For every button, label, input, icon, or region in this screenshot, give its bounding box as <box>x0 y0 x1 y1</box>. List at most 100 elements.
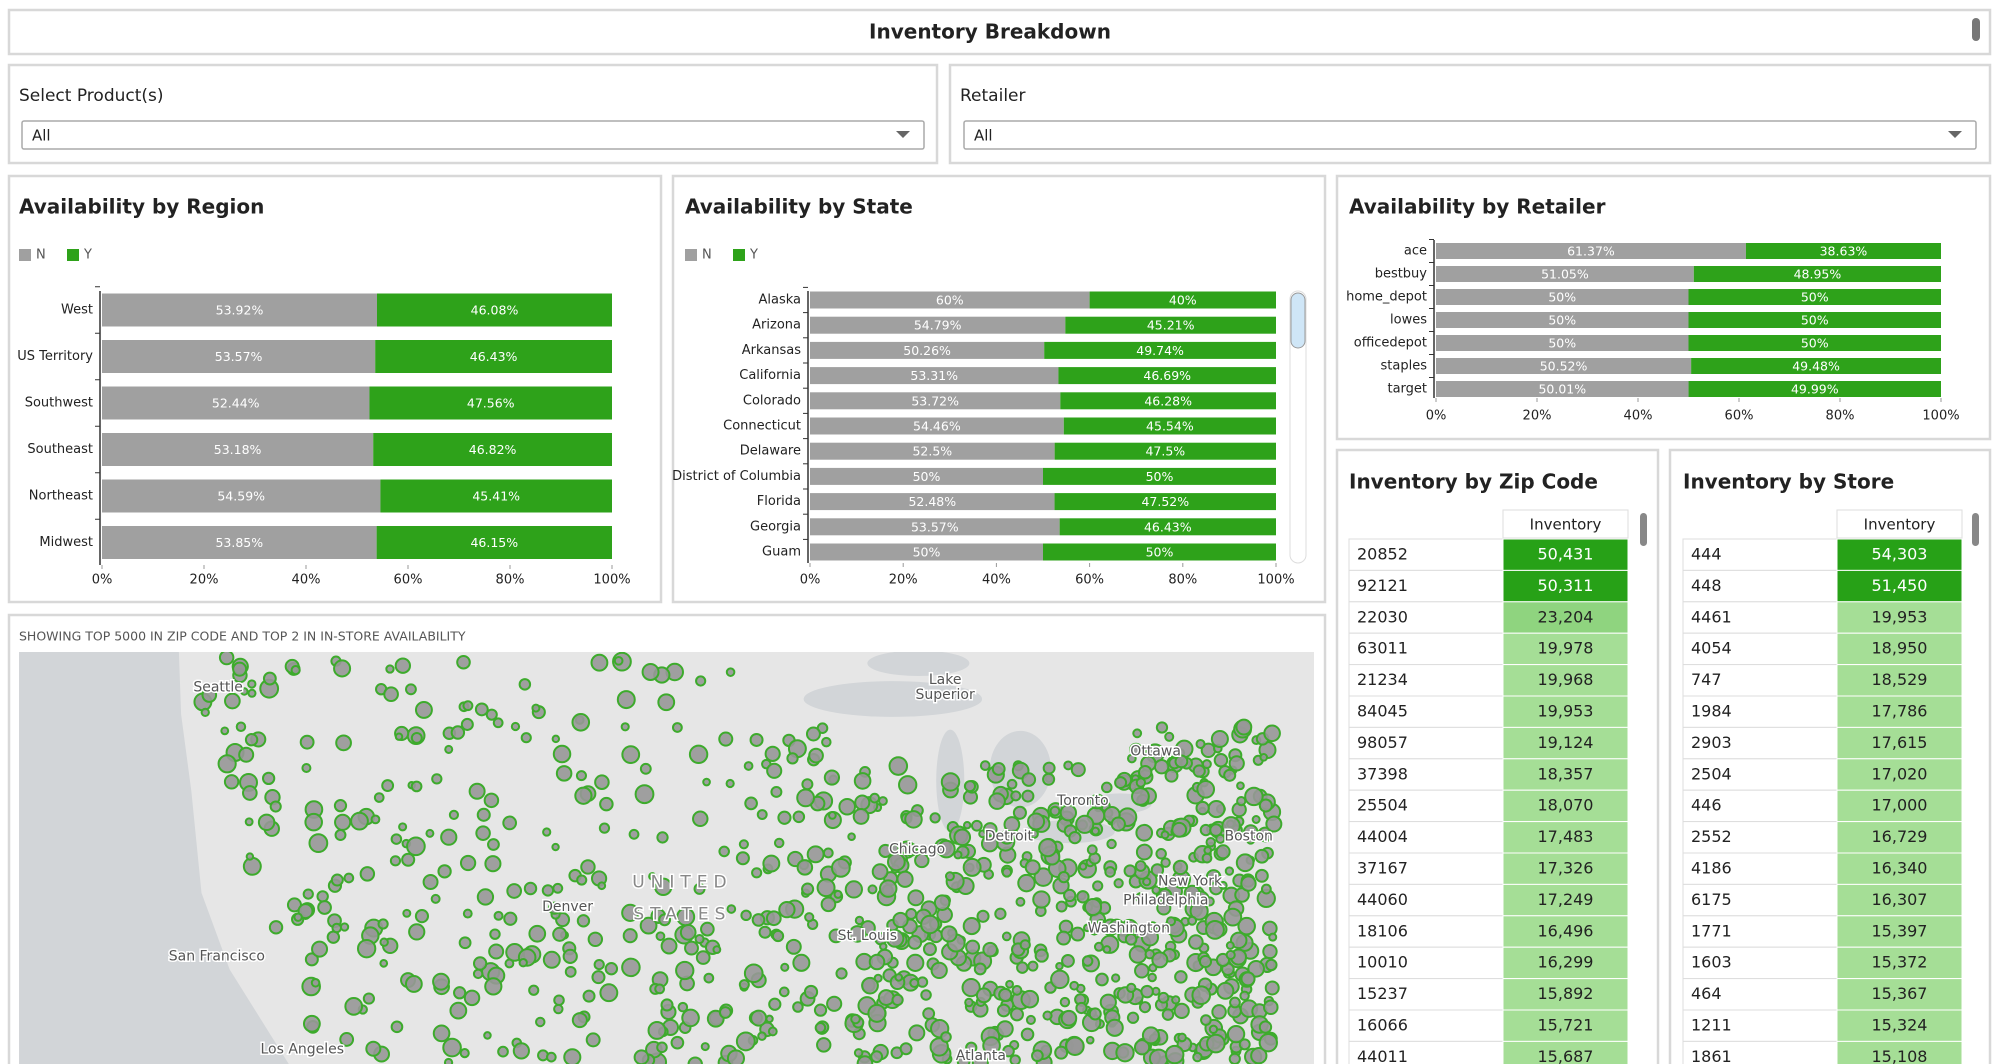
map-dot <box>343 872 355 884</box>
map-dot <box>468 782 486 800</box>
map-dot <box>304 812 323 832</box>
map-dot <box>821 736 832 748</box>
map-dot <box>1157 991 1170 1004</box>
scrollbar[interactable] <box>1972 18 1980 41</box>
map-dot <box>1057 870 1070 884</box>
lake <box>803 681 983 717</box>
data-label: 50% <box>1548 336 1576 351</box>
scrollbar[interactable] <box>1972 513 1979 546</box>
map-dot <box>718 731 734 747</box>
map-dot <box>1020 1027 1035 1042</box>
row-value: 17,000 <box>1872 796 1928 815</box>
map-label: Washington <box>1088 921 1170 937</box>
row-key: 44060 <box>1357 890 1408 909</box>
map-dot <box>1211 1004 1227 1020</box>
map-dot <box>1129 742 1143 757</box>
scrollbar-track[interactable] <box>1289 290 1307 564</box>
map-dot <box>1160 857 1171 868</box>
map-dot <box>1017 873 1036 893</box>
bar-segment <box>102 526 377 559</box>
row-value: 15,687 <box>1538 1047 1594 1064</box>
map-dot <box>907 889 925 907</box>
map-dot <box>381 779 395 793</box>
cell <box>1836 1040 1963 1064</box>
map-dot <box>801 778 814 791</box>
map-dot <box>504 958 515 969</box>
row-key: 10010 <box>1357 953 1408 972</box>
map-dot <box>738 839 749 850</box>
cell <box>1836 569 1963 603</box>
map-dot <box>440 828 458 846</box>
map-dot <box>994 907 1007 920</box>
map-dot <box>518 958 528 968</box>
map-dot <box>1081 955 1094 967</box>
map-dot <box>692 810 709 828</box>
map-dot <box>1135 777 1147 788</box>
map-dot <box>758 925 772 939</box>
map-dot <box>1054 1045 1069 1060</box>
data-label: 53.72% <box>911 393 959 408</box>
y-tick-label: California <box>739 368 801 383</box>
bar-segment <box>1745 243 1941 259</box>
cell <box>1682 758 1838 791</box>
map-dot <box>870 1050 884 1064</box>
row-value: 50,431 <box>1538 545 1594 564</box>
map-dot <box>740 909 752 922</box>
bar-segment <box>1691 358 1941 374</box>
map-dot <box>604 961 619 976</box>
dropdown-value: All <box>32 127 51 145</box>
map-dot <box>694 934 705 945</box>
map-dot <box>982 941 998 958</box>
map[interactable]: Seattle San Francisco Los Angeles Denver UNI… <box>19 644 1314 1064</box>
map-dot <box>1203 846 1213 855</box>
map-dot <box>677 1001 689 1013</box>
map-dot <box>620 722 630 732</box>
row-key: 63011 <box>1357 639 1408 658</box>
data-label: 52.48% <box>908 494 956 509</box>
dropdown[interactable] <box>963 120 1977 150</box>
x-tick-label: 100% <box>1922 409 1959 424</box>
map-dot <box>217 754 237 774</box>
bar-segment <box>102 386 370 420</box>
map-dot <box>679 924 697 941</box>
row-key: 16066 <box>1357 1016 1408 1035</box>
map-dot <box>448 809 460 820</box>
cell <box>1348 569 1504 603</box>
map-dot <box>302 1014 321 1033</box>
map-label: St. Louis <box>838 928 897 944</box>
map-dot <box>223 774 240 790</box>
data-label: 50% <box>1146 545 1174 560</box>
map-dot <box>333 659 352 678</box>
cell <box>1836 726 1963 760</box>
cell <box>1502 758 1629 791</box>
map-dot <box>639 762 652 775</box>
map-dot <box>702 777 711 787</box>
bar-segment <box>102 340 376 373</box>
row-key: 2552 <box>1691 827 1732 846</box>
cell <box>1682 569 1838 603</box>
map-dot <box>594 774 610 790</box>
map-label: UNITED <box>632 873 732 893</box>
map-dot <box>1166 916 1177 927</box>
map-dot <box>1025 1014 1036 1025</box>
x-tick-label: 60% <box>1725 409 1754 424</box>
map-dot <box>1012 805 1027 820</box>
bar-segment <box>1043 467 1276 485</box>
y-tick-label: target <box>1387 382 1427 397</box>
map-dot <box>681 1008 700 1028</box>
map-dot <box>1265 815 1283 833</box>
map-dot <box>877 989 895 1006</box>
map-dot <box>820 896 837 913</box>
map-dot <box>1075 1001 1088 1015</box>
map-dot <box>953 828 972 847</box>
dropdown[interactable] <box>21 120 925 150</box>
map-dot <box>879 942 888 951</box>
map-dot <box>1010 790 1022 802</box>
y-tick-label: Guam <box>762 545 801 560</box>
map-dot <box>975 987 992 1004</box>
map-dot <box>885 929 905 948</box>
scrollbar[interactable] <box>1640 513 1647 546</box>
table-title: Inventory by Store <box>1683 470 1894 494</box>
scrollbar-thumb[interactable] <box>1290 292 1306 349</box>
map-dot <box>1027 960 1039 972</box>
